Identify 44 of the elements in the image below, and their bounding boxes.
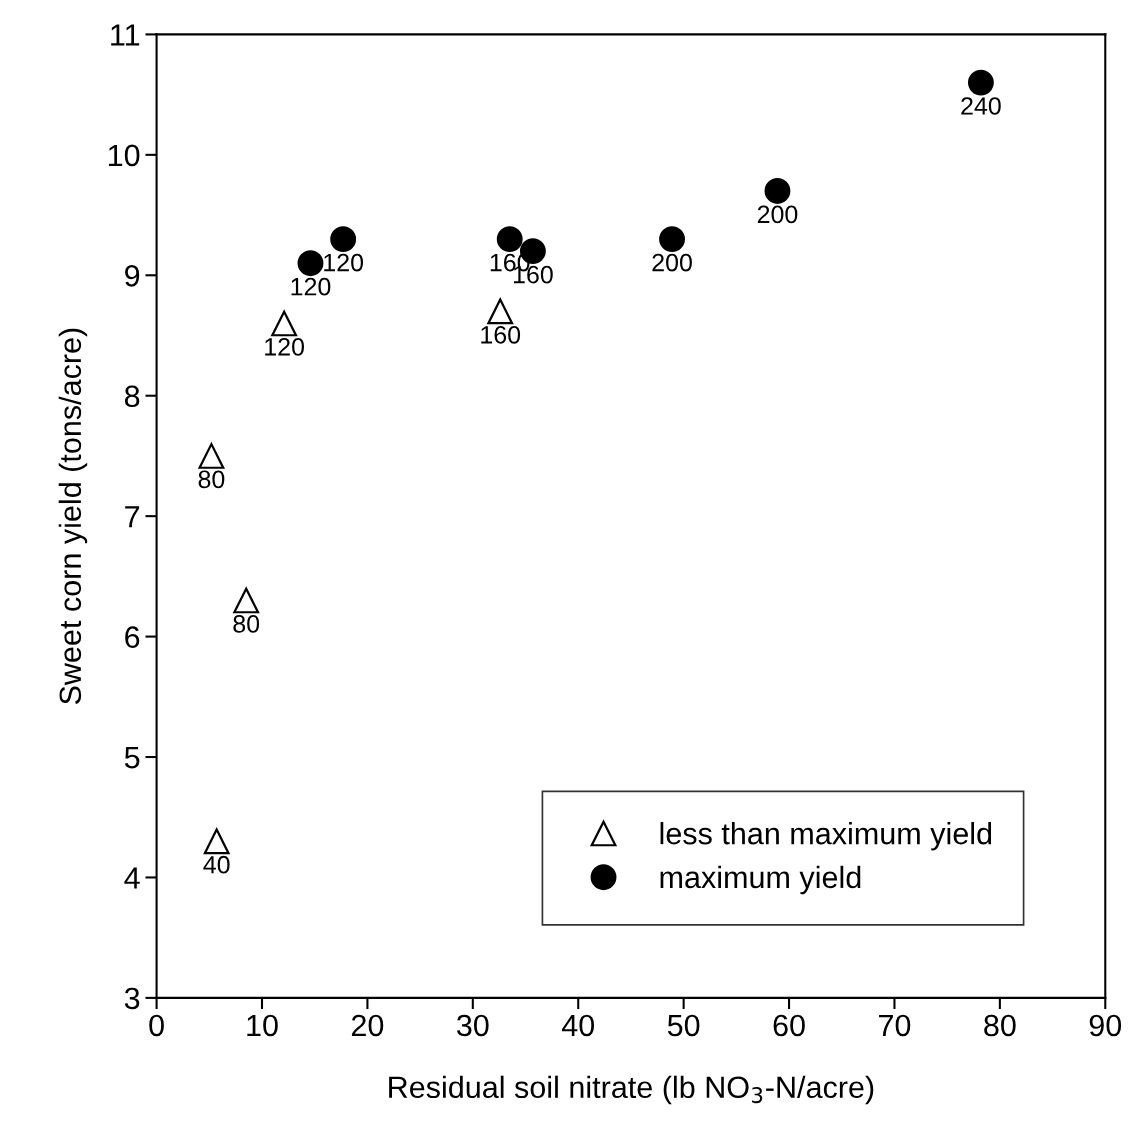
y-tick-label: 5	[124, 747, 140, 769]
y-tick-label: 7	[125, 506, 140, 528]
y-tick-label: 8	[124, 385, 140, 408]
point	[271, 310, 298, 337]
annotation: 120	[324, 253, 364, 272]
annotation: 40	[203, 855, 230, 874]
annotation: 120	[291, 277, 331, 296]
annotation: 80	[198, 470, 225, 489]
annotation: 200	[652, 253, 692, 272]
annotation: 240	[961, 97, 1001, 115]
point	[659, 226, 685, 253]
point	[203, 828, 230, 855]
x-tick-label: 30	[456, 1014, 489, 1037]
point	[198, 443, 225, 469]
y-axis-title: Sweet corn yield (tons/acre)	[58, 328, 88, 705]
y-tick-label: 9	[125, 265, 140, 287]
x-tick-label: 70	[879, 1014, 911, 1037]
x-axis-title: Residual soil nitrate (lb NO$_{3}$-N/acre)	[389, 1075, 874, 1105]
x-tick-label: 20	[351, 1014, 384, 1037]
y-tick-label: 4	[124, 867, 140, 889]
point	[330, 226, 357, 253]
y-tick-label: 6	[125, 626, 140, 648]
x-tick-label: 10	[247, 1014, 278, 1037]
x-tick-label: 40	[561, 1014, 595, 1037]
legend-label: less than maximum yield	[660, 822, 992, 851]
x-tick-label: 60	[773, 1014, 805, 1037]
x-tick-label: 50	[667, 1014, 700, 1037]
y-tick-label: 10	[108, 144, 140, 167]
point	[487, 298, 514, 325]
x-tick-label: 0	[149, 1014, 164, 1037]
annotation: 160	[481, 325, 521, 344]
legend-label: maximum yield	[660, 865, 861, 895]
x-tick-label: 90	[1089, 1014, 1122, 1037]
point	[297, 250, 324, 277]
y-tick-label: 3	[124, 987, 140, 1010]
x-tick-label: 80	[984, 1014, 1016, 1037]
y-tick-label: 11	[111, 24, 140, 46]
annotation: 200	[757, 205, 798, 224]
point	[233, 587, 260, 614]
annotation: 80	[233, 615, 260, 633]
annotation: 120	[265, 338, 305, 356]
point	[764, 178, 791, 204]
point	[496, 226, 523, 253]
point	[967, 69, 994, 96]
